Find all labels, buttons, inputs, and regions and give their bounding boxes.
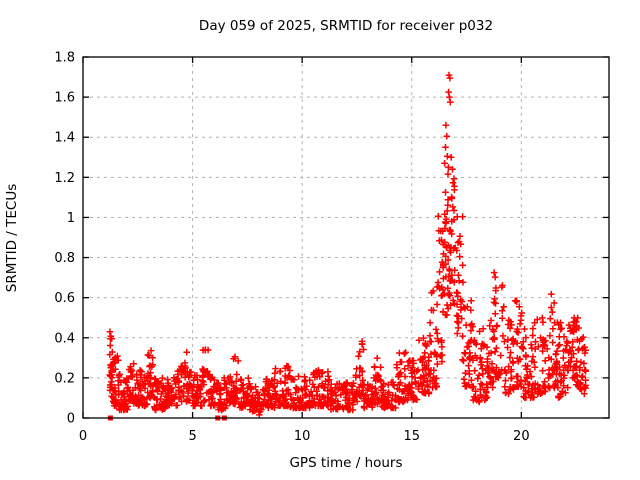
y-tick-label: 1 — [67, 211, 75, 226]
x-tick-label: 15 — [403, 429, 420, 444]
y-tick-label: 0.8 — [54, 251, 75, 266]
x-tick-label: 5 — [188, 429, 196, 444]
y-tick-label: 1.4 — [54, 131, 75, 146]
tick-labels: 0 0.2 0.4 0.6 0.8 1 1.2 1.4 1.6 1.8 0 5 10 15 20 — [54, 51, 529, 445]
y-tick-label: 1.8 — [54, 51, 75, 66]
x-tick-label: 20 — [513, 429, 530, 444]
x-tick-label: 10 — [294, 429, 311, 444]
y-tick-label: 1.6 — [54, 91, 75, 106]
y-tick-label: 0.4 — [54, 331, 75, 346]
y-tick-label: 0.6 — [54, 291, 75, 306]
y-tick-label: 1.2 — [54, 171, 75, 186]
y-tick-label: 0 — [67, 412, 75, 427]
y-tick-label: 0.2 — [54, 371, 75, 386]
y-axis-label: SRMTID / TECUs — [4, 184, 20, 292]
x-axis-label: GPS time / hours — [289, 455, 402, 471]
x-tick-label: 0 — [79, 429, 87, 444]
plot-frame-and-ticks — [82, 56, 610, 419]
scatter-points — [106, 71, 589, 421]
chart-title: Day 059 of 2025, SRMTID for receiver p03… — [199, 18, 493, 34]
